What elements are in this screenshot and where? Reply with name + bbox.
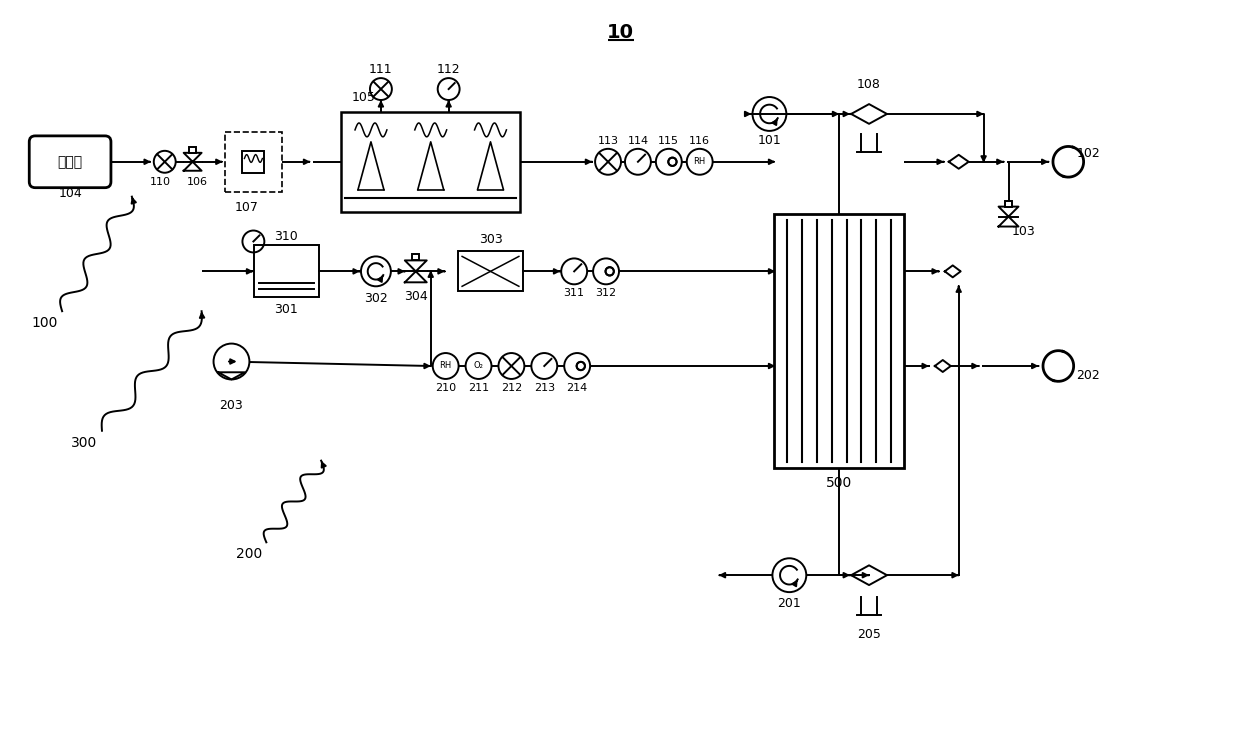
Text: 104: 104	[58, 187, 82, 200]
Text: 300: 300	[71, 436, 97, 450]
Text: 115: 115	[658, 136, 679, 146]
Text: 201: 201	[778, 596, 802, 610]
Text: 304: 304	[404, 289, 427, 303]
Text: 303: 303	[478, 233, 502, 246]
Circle shape	[668, 158, 676, 166]
Bar	[254, 246, 318, 298]
Text: 100: 100	[31, 317, 57, 330]
Text: 106: 106	[187, 177, 208, 186]
Bar	[1005, 200, 1012, 207]
Text: 102: 102	[1077, 148, 1100, 160]
Text: 205: 205	[857, 629, 881, 642]
Text: 202: 202	[1077, 369, 1100, 382]
Text: 301: 301	[274, 303, 299, 316]
Text: 212: 212	[501, 383, 522, 393]
Text: 311: 311	[564, 288, 585, 298]
Text: 312: 312	[596, 288, 617, 298]
Text: 10: 10	[607, 23, 633, 42]
Text: 112: 112	[437, 63, 461, 75]
Text: 211: 211	[468, 383, 489, 393]
Bar	[458, 251, 523, 291]
Circle shape	[576, 362, 585, 370]
Text: 103: 103	[1011, 225, 1036, 238]
Bar	[190, 147, 196, 153]
Text: 111: 111	[369, 63, 393, 75]
Text: 203: 203	[219, 399, 243, 412]
Text: 105: 105	[352, 91, 375, 104]
Text: 200: 200	[237, 548, 263, 561]
Text: RH: RH	[694, 157, 706, 166]
Text: 107: 107	[234, 201, 259, 214]
Text: 101: 101	[757, 135, 782, 148]
Text: 氢气瓶: 氢气瓶	[57, 155, 83, 169]
Text: 214: 214	[566, 383, 587, 393]
Text: 310: 310	[274, 230, 299, 243]
Bar	[341, 112, 520, 211]
Text: 500: 500	[826, 476, 852, 490]
Circle shape	[606, 268, 613, 276]
Bar	[243, 151, 264, 173]
Bar	[774, 214, 904, 468]
Text: 213: 213	[534, 383, 555, 393]
Text: RH: RH	[440, 362, 452, 371]
Text: 114: 114	[627, 136, 648, 146]
Text: 210: 210	[435, 383, 456, 393]
Text: 116: 116	[689, 136, 710, 146]
Bar	[413, 254, 419, 260]
Text: 108: 108	[857, 77, 881, 91]
Text: O₂: O₂	[473, 362, 483, 371]
Text: 113: 113	[597, 136, 618, 146]
FancyBboxPatch shape	[30, 136, 112, 188]
Bar	[224, 132, 282, 192]
Text: 302: 302	[364, 292, 388, 305]
Text: 110: 110	[150, 177, 171, 186]
